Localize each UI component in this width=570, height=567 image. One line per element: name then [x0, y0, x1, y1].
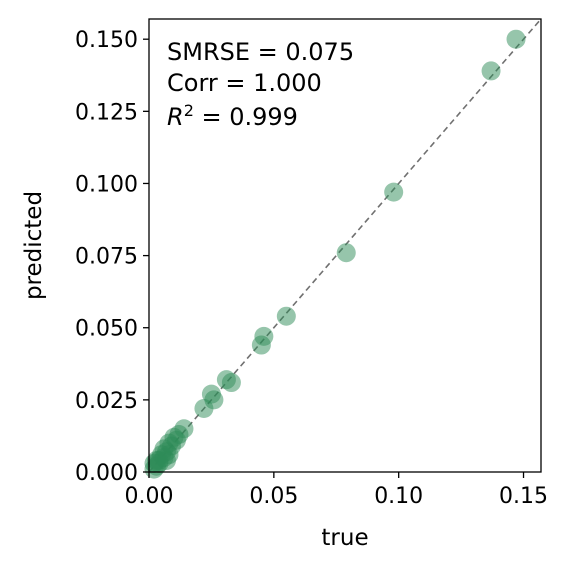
- y-tick-label: 0.075: [75, 245, 138, 270]
- y-tick-label: 0.000: [75, 461, 138, 486]
- y-tick-label: 0.100: [75, 172, 138, 197]
- x-tick-label: 0.05: [249, 484, 298, 509]
- data-point: [506, 29, 526, 49]
- data-point: [159, 445, 179, 465]
- y-tick-label: 0.050: [75, 317, 138, 342]
- data-point: [216, 370, 236, 390]
- plot-frame: [148, 18, 542, 473]
- data-point: [481, 61, 501, 81]
- data-point: [336, 243, 356, 263]
- y-tick-label: 0.150: [75, 28, 138, 53]
- x-tick-label: 0.15: [499, 484, 548, 509]
- y-axis-ticks: 0.000 0.025 0.050 0.075 0.100 0.125 0.150: [75, 28, 149, 486]
- y-tick-label: 0.025: [75, 389, 138, 414]
- annotation-smrse: SMRSE = 0.075: [167, 38, 354, 66]
- y-tick-label: 0.125: [75, 100, 138, 125]
- x-tick-label: 0.00: [125, 484, 174, 509]
- points-group: [144, 29, 526, 479]
- data-point: [194, 399, 214, 419]
- r2-value: = 0.999: [194, 103, 298, 131]
- y-axis-label: predicted: [21, 191, 47, 300]
- data-point: [276, 306, 296, 326]
- x-axis-ticks: 0.00 0.05 0.10 0.15: [125, 472, 548, 509]
- data-point: [384, 182, 404, 202]
- data-point: [251, 335, 271, 355]
- r2-superscript: 2: [184, 101, 194, 120]
- data-point: [201, 384, 221, 404]
- x-axis-label: true: [321, 525, 368, 551]
- annotation-r2: R2 = 0.999: [167, 101, 298, 131]
- x-tick-label: 0.10: [374, 484, 423, 509]
- r2-symbol: R: [167, 103, 184, 131]
- annotation-corr: Corr = 1.000: [167, 69, 322, 97]
